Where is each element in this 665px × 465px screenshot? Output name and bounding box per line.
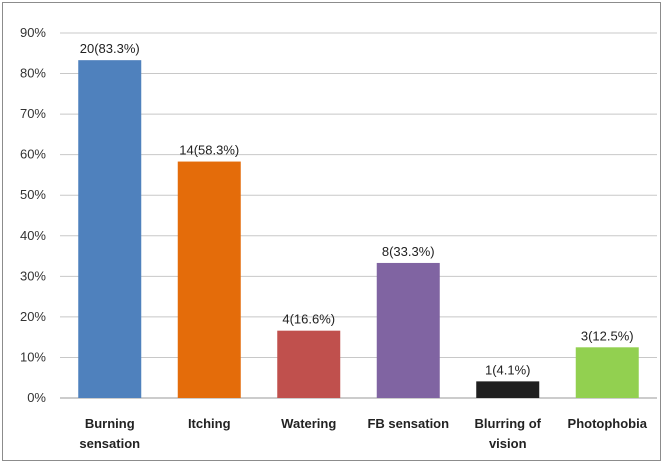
data-label: 20(83.3%) — [80, 41, 140, 56]
y-tick-label: 60% — [20, 147, 46, 162]
data-label: 4(16.6%) — [282, 312, 335, 327]
category-label: Watering — [281, 416, 336, 431]
data-label: 3(12.5%) — [581, 328, 634, 343]
bar — [575, 347, 639, 398]
bar — [476, 381, 540, 398]
y-tick-label: 10% — [20, 349, 46, 364]
category-label: vision — [489, 436, 527, 451]
y-tick-label: 50% — [20, 187, 46, 202]
category-label: Blurring of — [475, 416, 542, 431]
category-label: FB sensation — [367, 416, 449, 431]
category-label: sensation — [79, 436, 140, 451]
bar — [277, 330, 341, 398]
data-label: 8(33.3%) — [382, 244, 435, 259]
category-label: Photophobia — [568, 416, 648, 431]
y-tick-label: 40% — [20, 228, 46, 243]
bar — [78, 60, 142, 399]
data-label: 14(58.3%) — [179, 143, 239, 158]
y-tick-label: 80% — [20, 66, 46, 81]
bar — [177, 161, 241, 398]
y-tick-label: 70% — [20, 106, 46, 121]
y-tick-label: 90% — [20, 25, 46, 40]
data-label: 1(4.1%) — [485, 362, 531, 377]
y-tick-label: 30% — [20, 268, 46, 283]
bar — [376, 262, 440, 398]
y-tick-label: 20% — [20, 309, 46, 324]
y-tick-label: 0% — [27, 390, 46, 405]
category-label: Burning — [85, 416, 135, 431]
category-label: Itching — [188, 416, 231, 431]
